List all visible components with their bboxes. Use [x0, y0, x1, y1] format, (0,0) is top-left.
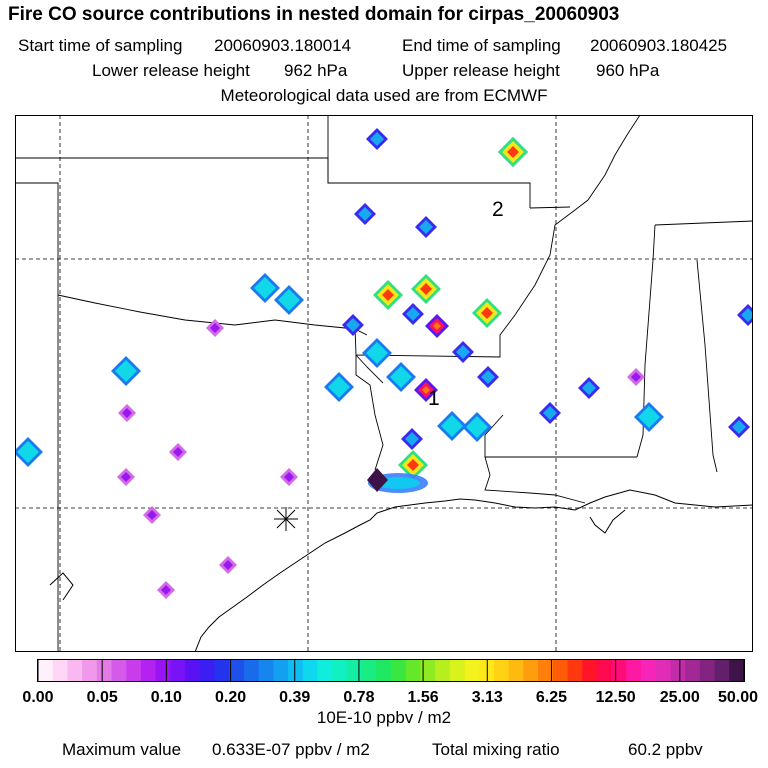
colorbar-cell: [170, 660, 186, 681]
colorbar-unit: 10E-10 ppbv / m2: [316, 708, 452, 727]
max-value: 0.633E-07 ppbv / m2: [212, 740, 370, 759]
colorbar-cell: [449, 660, 466, 681]
total-mixing-label: Total mixing ratio: [432, 740, 560, 759]
start-time-label: Start time of sampling: [18, 36, 183, 55]
colorbar-ticks: [37, 660, 745, 681]
colorbar-tick-label: 1.56: [408, 689, 439, 706]
colorbar-cell: [258, 660, 274, 681]
colorbar-cell: [155, 660, 171, 681]
colorbar-cell: [38, 660, 54, 681]
colorbar-cell: [199, 660, 216, 681]
colorbar-cell: [508, 660, 524, 681]
colorbar-cell: [361, 660, 377, 681]
marker-label-1: 1: [428, 387, 440, 410]
colorbar-cell: [611, 660, 627, 681]
colorbar-cell: [582, 660, 598, 681]
max-value-label: Maximum value: [62, 740, 182, 759]
end-time-value: 20060903.180425: [590, 36, 728, 55]
colorbar-cell: [714, 660, 730, 681]
colorbar-tick-label: 12.50: [596, 689, 636, 706]
colorbar-cell: [376, 660, 392, 681]
colorbar-cell: [317, 660, 333, 681]
lower-height-label: Lower release height: [92, 61, 250, 80]
colorbar-cell: [655, 660, 672, 681]
colorbar-cell: [214, 660, 230, 681]
colorbar: 0.00 0.05 0.10 0.20 0.39 0.78 1.56 3.13 6.25 12.5…: [22, 659, 758, 706]
colorbar-cell: [670, 660, 686, 681]
colorbar-labels: 0.00 0.05 0.10 0.20 0.39 0.78 1.56 3.13 6.25 12.5…: [22, 689, 758, 706]
colorbar-cells: [38, 660, 745, 681]
colorbar-cell: [52, 660, 69, 681]
plot-title: Fire CO source contributions in nested d…: [8, 4, 620, 25]
lower-height-value: 962 hPa: [284, 61, 348, 80]
upper-height-value: 960 hPa: [596, 61, 660, 80]
colorbar-cell: [346, 660, 363, 681]
end-time-label: End time of sampling: [402, 36, 561, 55]
colorbar-cell: [596, 660, 613, 681]
colorbar-cell: [111, 660, 127, 681]
colorbar-cell: [626, 660, 642, 681]
colorbar-tick-label: 0.20: [215, 689, 246, 706]
colorbar-cell: [699, 660, 716, 681]
colorbar-cell: [96, 660, 113, 681]
colorbar-cell: [302, 660, 319, 681]
colorbar-cell: [685, 660, 701, 681]
colorbar-tick-label: 50.00: [718, 689, 758, 706]
colorbar-cell: [273, 660, 289, 681]
colorbar-cell: [332, 660, 348, 681]
map-frame: [15, 115, 753, 652]
colorbar-tick-label: 0.10: [151, 689, 182, 706]
colorbar-cell: [391, 660, 407, 681]
colorbar-cell: [420, 660, 436, 681]
colorbar-cell: [140, 660, 157, 681]
colorbar-cell: [552, 660, 569, 681]
colorbar-cell: [435, 660, 451, 681]
colorbar-tick-label: 3.13: [472, 689, 503, 706]
colorbar-cell: [464, 660, 480, 681]
colorbar-cell: [405, 660, 422, 681]
colorbar-cell: [567, 660, 583, 681]
colorbar-cell: [493, 660, 510, 681]
colorbar-tick-label: 0.78: [343, 689, 374, 706]
state-boundaries: [15, 115, 753, 652]
colorbar-cell: [288, 660, 304, 681]
marker-label-2: 2: [492, 198, 504, 221]
colorbar-tick-label: 0.00: [22, 689, 53, 706]
colorbar-cell: [185, 660, 201, 681]
map-panel: 1 2: [15, 115, 753, 652]
colorbar-cell: [67, 660, 83, 681]
gridlines: [15, 115, 753, 652]
start-time-value: 20060903.180014: [214, 36, 352, 55]
colorbar-tick-label: 0.39: [279, 689, 310, 706]
colorbar-cell: [229, 660, 245, 681]
total-mixing-value: 60.2 ppbv: [628, 740, 703, 759]
colorbar-tick-label: 25.00: [660, 689, 700, 706]
met-data-line: Meteorological data used are from ECMWF: [220, 86, 548, 105]
colorbar-cell: [641, 660, 657, 681]
colorbar-cell: [82, 660, 98, 681]
colorbar-cell: [523, 660, 539, 681]
colorbar-cell: [243, 660, 260, 681]
colorbar-cell: [126, 660, 142, 681]
source-contributions: [15, 128, 753, 599]
colorbar-cell: [729, 660, 745, 681]
site-marker: [274, 507, 298, 531]
colorbar-tick-label: 0.05: [87, 689, 118, 706]
colorbar-cell: [538, 660, 554, 681]
upper-height-label: Upper release height: [402, 61, 560, 80]
coastline: [49, 489, 753, 652]
colorbar-tick-label: 6.25: [536, 689, 567, 706]
